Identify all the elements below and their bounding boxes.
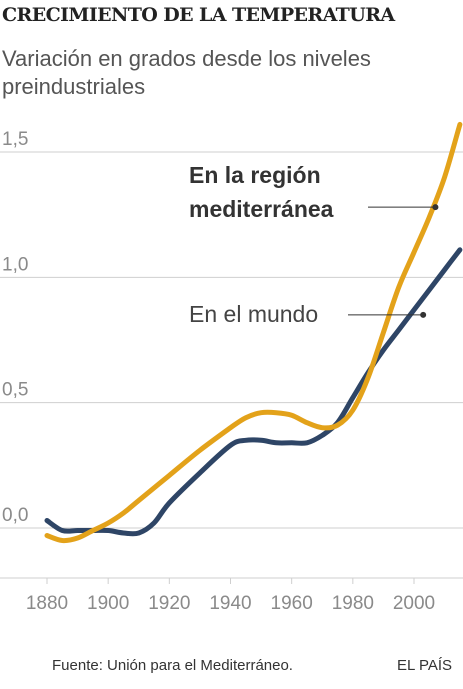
x-tick-label: 1980 [332, 593, 374, 614]
x-tick-label: 1900 [87, 593, 129, 614]
chart-title: CRECIMIENTO DE LA TEMPERATURA [2, 4, 395, 26]
chart-subtitle: Variación en grados desde los niveles pr… [2, 46, 371, 99]
y-tick-label: 1,5 [2, 129, 28, 150]
annotation-dot-world [420, 311, 427, 318]
y-tick-label: 0,5 [2, 380, 28, 401]
x-tick-label: 1940 [209, 593, 251, 614]
annotation-world: En el mundo [189, 301, 318, 327]
y-tick-label: 1,0 [2, 254, 28, 275]
annotation-dot-mediterranean [432, 204, 439, 211]
x-tick-label: 2000 [393, 593, 435, 614]
annotation-mediterranean-line1: En la región [189, 162, 321, 188]
x-tick-label: 1920 [148, 593, 190, 614]
x-tick-label: 1880 [26, 593, 68, 614]
x-tick-label: 1960 [271, 593, 313, 614]
annotation-mediterranean-line2: mediterránea [189, 196, 334, 222]
source-note: Fuente: Unión para el Mediterráneo. [52, 657, 293, 674]
y-tick-label: 0,0 [2, 505, 28, 526]
series-line-mediterranean [44, 121, 463, 544]
series-line-world [44, 247, 463, 537]
publisher-brand: EL PAÍS [397, 657, 453, 674]
